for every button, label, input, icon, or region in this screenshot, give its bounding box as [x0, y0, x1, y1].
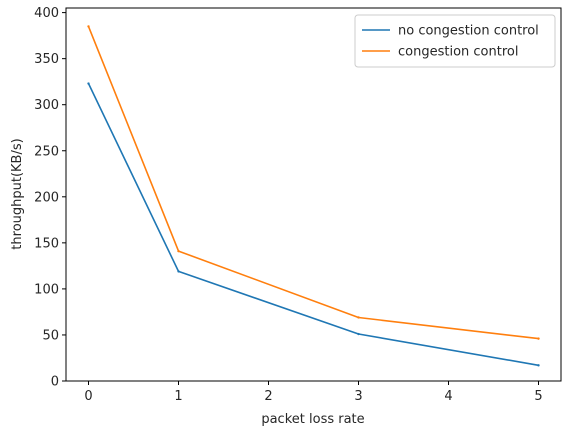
series-1-point	[537, 337, 540, 340]
y-tick-label: 250	[34, 144, 59, 159]
series-line-1	[87, 26, 539, 340]
legend-label: congestion control	[398, 45, 518, 60]
series-line-0	[87, 83, 539, 367]
series-lines	[87, 25, 540, 367]
series-0-point	[537, 364, 540, 367]
y-tick-label: 0	[51, 375, 59, 390]
y-tick-label: 300	[34, 98, 59, 113]
series-0-point	[87, 82, 90, 85]
series-0-point	[177, 270, 180, 273]
x-tick-label: 4	[444, 389, 452, 404]
y-tick-label: 400	[34, 6, 59, 21]
x-axis-label: packet loss rate	[261, 412, 364, 427]
series-0-point	[357, 332, 360, 336]
series-1-point	[87, 25, 90, 28]
y-tick-label: 100	[34, 282, 59, 297]
x-tick-label: 5	[534, 389, 542, 404]
x-tick-label: 2	[264, 389, 272, 404]
x-tick-label: 0	[84, 389, 92, 404]
series-1-point	[357, 316, 360, 319]
y-tick-label: 50	[42, 328, 59, 343]
y-tick-label: 150	[34, 236, 59, 251]
legend-box	[354, 14, 556, 68]
legend: no congestion control congestion control	[354, 14, 556, 68]
y-axis-label: throughput(KB/s)	[10, 138, 25, 249]
series-1-point	[177, 249, 180, 253]
y-tick-label: 350	[34, 52, 59, 67]
x-tick-label: 3	[354, 389, 362, 404]
legend-label: no congestion control	[398, 24, 539, 39]
y-tick-label: 200	[34, 190, 59, 205]
x-tick-label: 1	[174, 389, 182, 404]
